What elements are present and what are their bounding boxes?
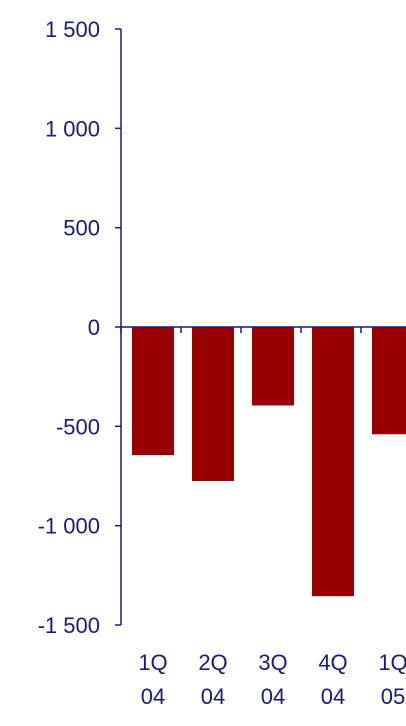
labels-group: 1 500 1 000 500 0 -500 -1 000 -1 500 1Q 04 2Q 04 3Q… (38, 17, 406, 709)
bar-4Q-04 (312, 327, 354, 597)
y-tick-label: -500 (56, 414, 100, 439)
y-tick-label: -1 000 (38, 514, 100, 539)
bars-group (132, 327, 406, 597)
x-tick-label: 1Q (138, 650, 167, 675)
bar-3Q-04 (252, 327, 294, 406)
x-tick-label: 3Q (258, 650, 287, 675)
bar-1Q-04 (132, 327, 174, 456)
x-tick-label: 04 (321, 684, 345, 709)
y-tick-label: 1 500 (45, 17, 100, 42)
x-tick-label: 2Q (198, 650, 227, 675)
y-tick-label: 0 (88, 315, 100, 340)
bar-2Q-04 (192, 327, 234, 481)
x-tick-label: 04 (141, 684, 165, 709)
x-tick-label: 04 (261, 684, 285, 709)
bar-1Q-05 (372, 327, 406, 435)
axes-group (115, 28, 406, 626)
y-tick-label: 500 (63, 216, 100, 241)
x-tick-label: 1Q (378, 650, 406, 675)
y-tick-label: 1 000 (45, 116, 100, 141)
x-tick-label: 04 (201, 684, 225, 709)
x-tick-label: 05 (381, 684, 405, 709)
x-tick-label: 4Q (318, 650, 347, 675)
y-tick-label: -1 500 (38, 613, 100, 638)
